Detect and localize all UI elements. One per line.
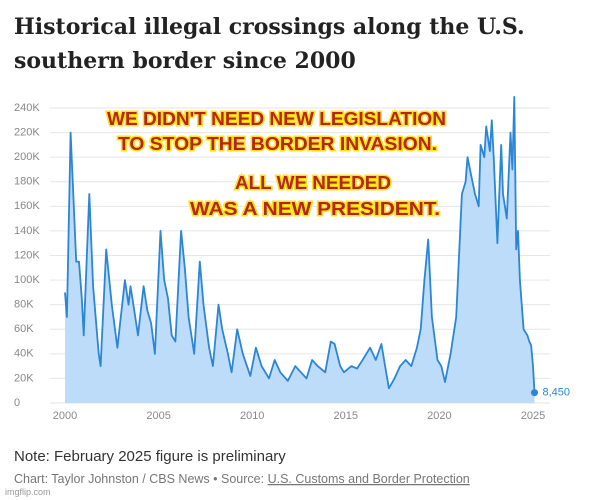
- y-tick-label: 120K: [14, 249, 40, 261]
- x-tick-label: 2010: [240, 410, 264, 422]
- area: [65, 96, 535, 404]
- note: Note: February 2025 figure is preliminar…: [14, 448, 286, 465]
- overlay-text: TO STOP THE BORDER INVASION.: [118, 134, 437, 154]
- source-link[interactable]: U.S. Customs and Border Protection: [268, 472, 470, 486]
- overlay-text: WAS A NEW PRESIDENT.: [190, 199, 440, 219]
- y-tick-label: 200K: [14, 151, 40, 163]
- x-tick-label: 2025: [521, 410, 545, 422]
- line: [64, 96, 536, 393]
- source-prefix: Chart: Taylor Johnston / CBS News • Sour…: [14, 472, 268, 486]
- y-tick-label: 160K: [14, 200, 40, 212]
- point: [530, 389, 538, 397]
- title: southern border since 2000: [14, 48, 356, 74]
- overlay-text: WE DIDN'T NEED NEW LEGISLATION: [107, 109, 446, 129]
- plot: 0 20K 40K 60K 80K 100K 120K 140K 160K 180K 200K 220…: [14, 96, 570, 422]
- x-tick-label: 2020: [427, 410, 451, 422]
- y-tick-label: 180K: [14, 176, 40, 188]
- y-tick-label: 60K: [14, 323, 34, 335]
- y-tick-label: 240K: [14, 102, 40, 114]
- value-label: 8,450: [542, 387, 570, 399]
- watermark: imgflip.com: [5, 487, 51, 497]
- x-tick-label: 2015: [334, 410, 358, 422]
- source: Chart: Taylor Johnston / CBS News • Sour…: [14, 472, 470, 486]
- x-tick-label: 2000: [53, 410, 77, 422]
- y-tick-label: 220K: [14, 126, 40, 138]
- y-tick-label: 20K: [14, 372, 34, 384]
- y-tick-label: 40K: [14, 348, 34, 360]
- y-tick-label: 0: [14, 397, 20, 409]
- overlay-text: ALL WE NEEDED: [235, 173, 391, 193]
- y-tick-label: 140K: [14, 225, 40, 237]
- x-tick-label: 2005: [146, 410, 170, 422]
- title: Historical illegal crossings along the U…: [14, 14, 525, 40]
- y-tick-label: 80K: [14, 299, 34, 311]
- y-tick-label: 100K: [14, 274, 40, 286]
